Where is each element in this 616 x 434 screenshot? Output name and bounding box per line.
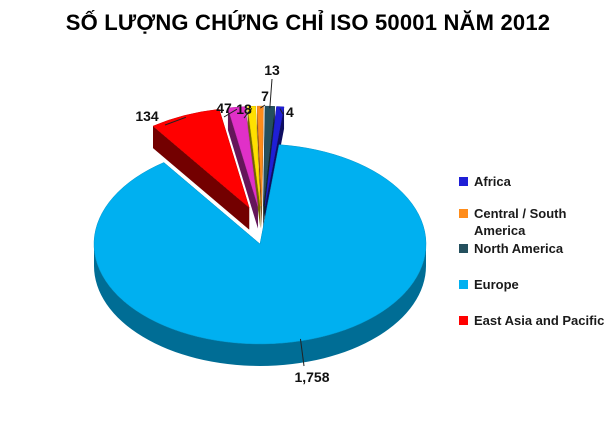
data-label-extra-5: 47 xyxy=(216,100,232,116)
legend-label-europe: Europe xyxy=(474,277,519,292)
legend-swatch-europe xyxy=(459,280,468,289)
leader-line-africa xyxy=(279,108,284,115)
chart-title: SỐ LƯỢNG CHỨNG CHỈ ISO 50001 NĂM 2012 xyxy=(65,10,551,35)
leader-lines xyxy=(164,78,305,367)
leader-line-extra-6 xyxy=(243,107,253,119)
data-label-europe: 1,758 xyxy=(294,369,329,385)
slice-europe xyxy=(93,144,427,345)
slice-africa xyxy=(264,106,285,207)
legend-label-africa: Africa xyxy=(474,174,511,189)
pie-tops xyxy=(93,105,427,345)
data-label-east-asia-and-pacific: 134 xyxy=(135,108,159,124)
legend-label-east-asia-and-pacific: East Asia and Pacific xyxy=(474,313,605,328)
legend-swatch-north-america xyxy=(459,244,468,253)
data-label-extra-6: 18 xyxy=(236,101,252,117)
legend-swatch-africa xyxy=(459,177,468,186)
slice-extra-5 xyxy=(227,106,259,207)
legend-label-north-america: North America xyxy=(474,241,564,256)
leader-line-extra-5 xyxy=(223,108,238,118)
legend-swatch-east-asia-and-pacific xyxy=(459,316,468,325)
leader-line-east-asia-and-pacific xyxy=(164,116,187,126)
data-label-africa: 4 xyxy=(286,104,294,120)
leader-line-central-south-america xyxy=(260,104,266,109)
leader-line-north-america xyxy=(269,78,273,109)
legend-swatch-central-south-america xyxy=(459,209,468,218)
legend-label-central-south-america: Central / South America xyxy=(474,206,567,238)
leader-line-europe xyxy=(299,338,305,367)
slice-east-asia-and-pacific xyxy=(152,108,250,209)
slice-extra-6 xyxy=(247,105,261,207)
data-label-central-south-america: 7 xyxy=(261,88,269,104)
data-label-north-america: 13 xyxy=(264,62,280,78)
